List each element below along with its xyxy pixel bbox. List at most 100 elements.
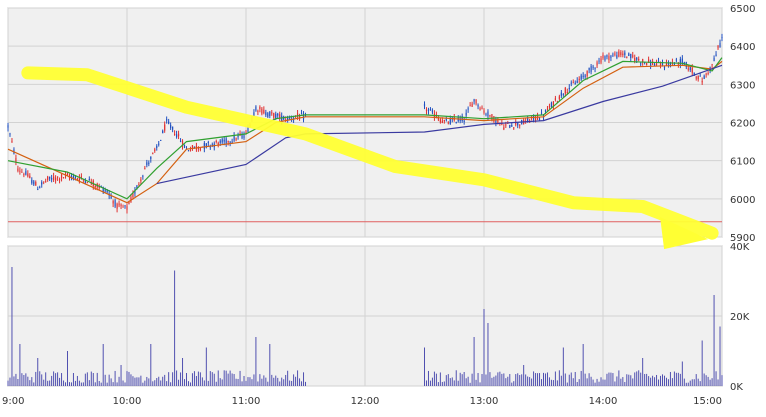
candle-body [56,176,59,178]
candle-body [655,63,658,66]
candle-body [701,81,703,83]
candle-body [74,176,77,178]
candle-body [172,126,174,130]
candle-body [542,116,545,118]
candle-body [564,87,566,94]
candle-body [562,94,564,96]
candle-body [572,82,574,84]
candle-body [590,66,592,72]
moving-average-line-1 [7,57,723,200]
candle-body [23,174,25,176]
candle-body [511,124,513,127]
candle-body [634,58,636,62]
candle-body [675,59,677,61]
candle-body [298,115,301,120]
candle-body [646,63,648,66]
candle-body [60,174,63,179]
candle-body [648,59,650,62]
candle-body [586,71,588,77]
candle-body [443,120,445,122]
candle-body [576,80,578,83]
candle-body [17,168,19,171]
candle-body [269,111,271,116]
candle-body [602,54,604,59]
candle-body [431,110,434,113]
candle-body [76,178,79,180]
candle-body [205,143,207,148]
candle-body [582,75,584,77]
candle-body [429,109,432,111]
candle-body [681,58,683,63]
x-tick-label: 15:00 [693,396,722,407]
candle-body [241,133,243,139]
candle-body [467,108,469,110]
candle-body [580,75,582,80]
candle-body [70,175,73,177]
candle-body [225,138,227,145]
candle-body [691,67,693,73]
candle-body [134,190,136,194]
candle-body [104,190,106,192]
candle-body [463,120,465,122]
candle-body [215,140,217,142]
candle-body [640,63,642,65]
candle-body [39,187,41,189]
candle-body [156,145,158,149]
candle-body [7,125,9,128]
candle-body [721,37,723,39]
candle-body [622,53,624,55]
candle-body [66,173,69,176]
candle-body [616,55,618,58]
candle-body [598,60,600,62]
candle-body [475,99,477,104]
candle-body [697,75,699,80]
candle-body [189,149,192,152]
candle-body [578,78,580,80]
candle-body [219,140,221,143]
candle-body [673,63,675,65]
candle-body [449,119,451,125]
candle-body [527,117,529,122]
candle-body [47,176,49,180]
candle-body [160,139,162,141]
candle-body [689,66,691,71]
candle-body [15,157,17,162]
candle-body [477,104,479,107]
candle-body [705,73,707,75]
x-tick-label: 9:00 [2,396,24,407]
x-tick-label: 12:00 [351,396,380,407]
candle-body [58,179,61,181]
candle-body [150,156,152,159]
candle-body [479,108,481,110]
candle-body [423,104,426,107]
candle-body [72,175,75,180]
candle-body [642,58,644,63]
candle-body [80,176,82,179]
price-y-tick-label: 6400 [730,42,755,53]
candle-body [140,179,142,182]
candle-body [25,171,27,175]
candle-body [21,171,23,173]
candle-body [203,143,205,149]
price-y-tick-label: 6300 [730,80,755,91]
candle-body [471,103,473,107]
candle-body [624,52,626,55]
candle-body [78,177,80,181]
candle-body [247,128,249,132]
candle-body [481,107,483,109]
candle-body [632,55,634,57]
candle-body [193,146,196,149]
candle-body [546,108,549,111]
candle-body [610,56,612,58]
candle-body [168,121,170,124]
candle-body [663,67,666,69]
candle-body [497,120,499,124]
candle-body [515,122,517,125]
candle-body [606,54,608,58]
candle-body [711,64,713,66]
candle-body [552,101,555,107]
candle-body [166,119,168,121]
candle-body [489,115,491,117]
candle-body [596,62,598,66]
candle-body [302,113,305,120]
